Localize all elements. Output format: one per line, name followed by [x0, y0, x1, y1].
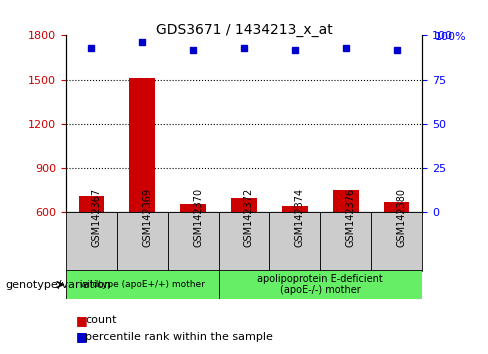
Bar: [79, 196, 104, 212]
Text: GSM142380: GSM142380: [397, 188, 407, 247]
Text: genotype/variation: genotype/variation: [5, 280, 111, 290]
Bar: [117, 212, 168, 271]
Bar: [181, 204, 206, 212]
Text: ■: ■: [76, 314, 87, 327]
Bar: [320, 212, 371, 271]
Bar: [219, 212, 269, 271]
Text: GSM142376: GSM142376: [346, 188, 356, 247]
Text: apolipoprotein E-deficient
(apoE-/-) mother: apolipoprotein E-deficient (apoE-/-) mot…: [258, 274, 383, 296]
Bar: [282, 206, 307, 212]
Bar: [66, 270, 219, 299]
Text: percentile rank within the sample: percentile rank within the sample: [85, 332, 273, 342]
Text: GSM142370: GSM142370: [193, 188, 203, 247]
Bar: [371, 212, 422, 271]
Text: GSM142374: GSM142374: [295, 188, 305, 247]
Bar: [269, 212, 320, 271]
Bar: [384, 202, 409, 212]
Text: ■: ■: [76, 331, 87, 343]
Text: GSM142372: GSM142372: [244, 188, 254, 247]
Text: wildtype (apoE+/+) mother: wildtype (apoE+/+) mother: [80, 280, 204, 289]
Text: GSM142367: GSM142367: [91, 188, 102, 247]
Bar: [129, 78, 155, 212]
Text: GSM142369: GSM142369: [142, 188, 152, 247]
Text: count: count: [85, 315, 117, 325]
Bar: [66, 212, 117, 271]
Y-axis label: 100%: 100%: [435, 32, 467, 42]
Bar: [168, 212, 219, 271]
Text: GDS3671 / 1434213_x_at: GDS3671 / 1434213_x_at: [156, 23, 332, 37]
Bar: [333, 190, 359, 212]
Bar: [231, 198, 257, 212]
Bar: [219, 270, 422, 299]
